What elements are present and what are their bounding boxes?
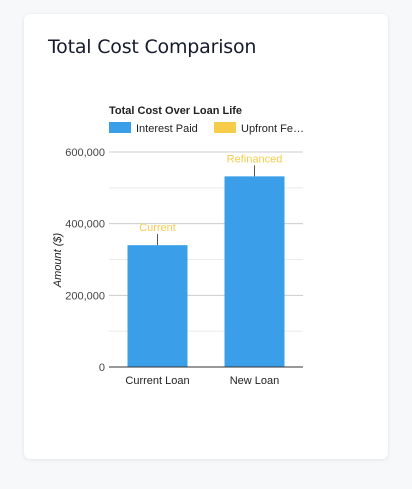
annotation-label-0: Current — [139, 222, 176, 234]
legend: Interest Paid Upfront Fe… — [109, 122, 304, 135]
bar-0-1 — [224, 176, 285, 367]
legend-swatch-0 — [109, 122, 131, 133]
x-tick-label: Current Loan — [125, 375, 189, 387]
chart-card: Total Cost Comparison — [24, 14, 388, 459]
x-tick-label: New Loan — [230, 375, 280, 387]
legend-label-0: Interest Paid — [136, 123, 198, 135]
y-tick-label: 200,000 — [65, 290, 105, 302]
bar-0-0 — [127, 245, 188, 367]
card-title: Total Cost Comparison — [48, 36, 257, 58]
y-tick-label: 600,000 — [65, 147, 105, 159]
legend-label-1: Upfront Fe… — [241, 123, 304, 135]
y-axis-ticks: 0 200,000 400,000 600,000 — [65, 147, 105, 374]
chart-title: Total Cost Over Loan Life — [109, 105, 242, 117]
bars — [109, 176, 303, 368]
y-tick-label: 400,000 — [65, 219, 105, 231]
legend-swatch-1 — [214, 122, 236, 133]
annotation-label-1: Refinanced — [227, 153, 283, 165]
x-axis-ticks: Current Loan New Loan — [125, 375, 279, 387]
y-tick-label: 0 — [99, 362, 105, 374]
y-axis-label: Amount ($) — [52, 232, 64, 288]
bar-annotations: Current Refinanced — [139, 153, 283, 246]
